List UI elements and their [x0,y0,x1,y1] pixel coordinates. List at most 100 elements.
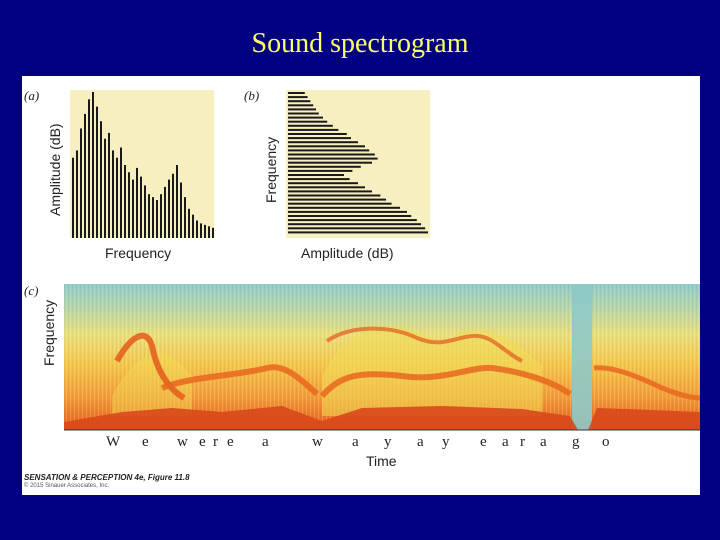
panel-b-bar [288,174,344,176]
syllable-letter: g [572,434,580,450]
panel-b-bar [288,133,347,135]
panel-b-bar [288,112,319,115]
panel-b-bar [288,202,392,205]
panel-a-bar [160,194,162,238]
panel-b-bar [288,120,328,123]
panel-a-bar [72,157,74,238]
panel-a-label: (a) [24,88,39,103]
panel-a-bar [164,186,166,238]
panel-b-bar [288,169,353,172]
panel-a-bar [140,176,142,238]
panel-a-bar [80,128,82,238]
panel-a-bar [212,227,214,238]
syllable-letter: w [312,434,323,450]
panel-b-bar [288,153,375,156]
panel-a-bar [148,194,150,238]
panel-b-bar [288,182,358,185]
panel-a-bar [124,165,126,238]
panel-a-bar [136,167,138,238]
syllable-letter: r [520,434,525,450]
panel-b-bar [288,223,421,226]
panel-a-bar [116,157,118,238]
panel-a-bar [204,224,206,238]
slide-title: Sound spectrogram [251,28,469,59]
panel-b-bar [288,231,428,234]
panel-b-bar [288,165,361,168]
panel-a-bar [184,197,186,238]
panel-a-bar [92,92,94,238]
panel-a-xlabel: Frequency [105,245,171,261]
panel-b-bar [288,145,365,148]
panel-b-bars [288,92,428,234]
panel-b-bar [288,157,378,160]
panel-a-bar [188,208,190,238]
panel-a-bar [112,150,114,238]
panel-a-bar [128,172,130,238]
panel-b-plot [286,90,430,238]
syllable-letter: a [352,434,359,450]
panel-b-bar [288,215,412,217]
panel-a-bar [76,150,78,238]
panel-b-bar [288,128,339,131]
panel-a-bar [156,200,158,238]
panel-b-bar [288,198,386,201]
panel-a-ylabel: Amplitude (dB) [47,123,63,216]
syllable-letter: a [262,434,269,450]
syllable-letter: a [417,434,424,450]
panel-b-bar [288,194,381,197]
panel-b-bar [288,178,350,181]
panel-a-bar [120,147,122,238]
syllable-letter: a [502,434,509,450]
panel-b-bar [288,116,323,119]
panel-c-ylabel: Frequency [41,300,57,366]
panel-b-bar [288,96,308,99]
panel-a-bar [192,214,194,238]
syllable-letter: e [142,434,149,450]
panel-a-bar [176,165,178,238]
spectrogram [64,284,700,431]
figure-canvas: (a) Amplitude (dB) Frequency (b) Frequen… [24,88,700,469]
panel-b-label: (b) [244,88,259,103]
panel-b-bar [288,219,417,222]
panel-a-bar [168,179,170,238]
syllable-letter: e [227,434,234,450]
panel-a-bar [100,121,102,238]
panel-a-bar [108,132,110,238]
panel-b-bar [288,206,400,209]
syllable-letter: w [177,434,188,450]
panel-b-bar [288,100,311,103]
panel-a-bar [200,223,202,238]
figure-caption: SENSATION & PERCEPTION 4e, Figure 11.8 ©… [24,473,190,489]
syllable-letter: W [106,434,121,450]
panel-b-bar [288,227,426,230]
syllable-letter: y [442,434,450,450]
panel-a-bar [104,138,106,238]
panel-b-bar [288,124,333,127]
panel-a-bar [208,226,210,238]
panel-b-bar [288,92,305,94]
caption-line-1: SENSATION & PERCEPTION 4e, Figure 11.8 [24,473,190,482]
panel-b-bar [288,141,358,144]
panel-c-xlabel: Time [366,453,397,469]
caption-line-2: © 2015 Sinauer Associates, Inc. [24,483,110,489]
panel-a-bar [84,113,86,238]
syllable-letter: a [540,434,547,450]
panel-b-bar [288,186,365,189]
panel-a-bar [132,179,134,238]
syllable-letter: r [213,434,218,450]
panel-c-label: (c) [24,283,38,298]
panel-b-bar [288,161,372,164]
panel-b-xlabel: Amplitude (dB) [301,245,394,261]
panel-a-bar [196,220,198,238]
panel-b-ylabel: Frequency [263,137,279,203]
panel-b-bar [288,149,370,152]
panel-a-bar [88,99,90,238]
panel-b-bar [288,190,372,193]
syllable-letter: o [602,434,610,450]
syllable-letter: e [480,434,487,450]
syllable-letter: y [384,434,392,450]
panel-b-bar [288,137,351,140]
syllable-letter: e [199,434,206,450]
panel-b-bar [288,108,316,111]
